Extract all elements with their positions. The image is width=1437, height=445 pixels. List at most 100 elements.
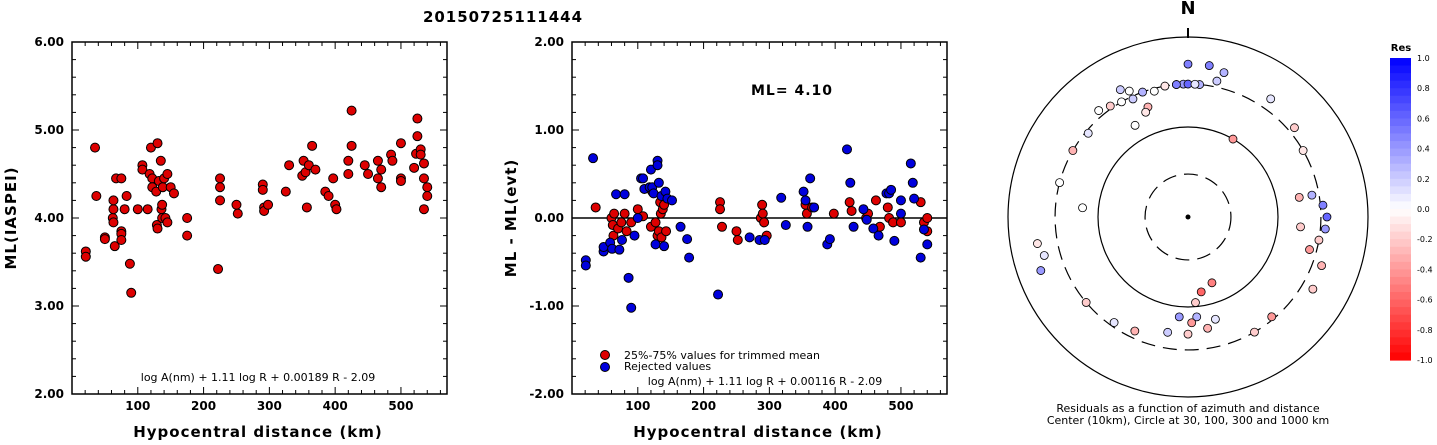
data-point <box>805 173 816 184</box>
data-point <box>213 264 224 275</box>
ring-30km <box>1144 173 1232 261</box>
x-tick-label: 300 <box>257 399 282 413</box>
colorbar-segment <box>1390 201 1411 210</box>
colorbar-segment <box>1390 276 1411 286</box>
data-point <box>617 235 627 245</box>
station-point <box>1160 81 1170 91</box>
data-point <box>80 251 91 262</box>
data-point <box>844 197 855 208</box>
colorbar-segment <box>1390 352 1411 361</box>
data-point <box>395 176 406 187</box>
x-tick-label: 500 <box>388 399 413 413</box>
data-point <box>907 177 918 188</box>
data-point <box>395 138 406 149</box>
y-tick-labels-2: -2.00 -1.00 0.00 1.00 2.00 <box>529 35 564 401</box>
data-point <box>905 158 916 169</box>
colorbar-segment <box>1390 141 1411 150</box>
data-point <box>372 155 383 166</box>
data-point <box>119 204 130 215</box>
colorbar-segment <box>1390 216 1411 225</box>
x-tick-label: 100 <box>625 399 650 413</box>
north-label: N <box>1180 0 1195 19</box>
data-point <box>611 189 622 200</box>
data-point <box>152 138 163 149</box>
station-point <box>1115 85 1125 95</box>
data-point <box>162 169 173 179</box>
data-point <box>659 241 670 252</box>
station-point <box>1172 80 1181 89</box>
legend-marker-trimmed <box>600 350 610 360</box>
data-point <box>412 131 423 142</box>
x-tick-label: 200 <box>191 399 216 413</box>
station-point <box>1305 245 1314 254</box>
colorbar-tick-label: -0.2 <box>1417 235 1433 244</box>
colorbar-segment <box>1390 231 1411 240</box>
colorbar-title: Res <box>1391 43 1411 54</box>
data-point <box>895 208 906 219</box>
data-point <box>331 204 342 215</box>
y-tick-labels-1: 2.00 3.00 4.00 5.00 6.00 <box>34 35 64 401</box>
station-point <box>1055 178 1064 187</box>
legend-label-rejected: Rejected values <box>624 360 711 373</box>
data-point <box>215 195 226 206</box>
data-point <box>257 184 268 195</box>
colorbar-segment <box>1390 269 1411 278</box>
station-point <box>1317 261 1327 271</box>
data-point <box>623 272 634 283</box>
colorbar-segment <box>1390 156 1411 165</box>
data-point <box>328 173 339 184</box>
colorbar-tick-label: -0.4 <box>1417 265 1433 274</box>
data-point <box>415 149 426 160</box>
data-point <box>152 223 163 234</box>
data-point <box>868 223 879 234</box>
ml-value-annotation: ML= 4.10 <box>751 83 833 99</box>
data-point <box>418 204 429 215</box>
station-point <box>1294 192 1304 202</box>
station-point <box>1290 123 1299 133</box>
station-point <box>1212 76 1222 86</box>
data-point <box>759 235 770 245</box>
y-tick-label: 1.00 <box>534 123 564 137</box>
station-point <box>1105 101 1115 111</box>
station-point <box>1228 134 1238 144</box>
data-point <box>629 230 640 241</box>
colorbar-segment <box>1390 329 1411 338</box>
colorbar-segment <box>1390 58 1411 67</box>
data-point <box>757 199 768 210</box>
y-tick-label: 4.00 <box>34 211 64 225</box>
data-point <box>895 195 906 206</box>
data-point <box>142 204 153 215</box>
data-point <box>653 177 664 188</box>
data-point <box>614 244 625 255</box>
data-point <box>842 144 852 155</box>
y-axis-label-1: ML(IASPEI) <box>2 166 20 269</box>
data-point <box>376 182 387 193</box>
colorbar-tick-label: -0.6 <box>1417 296 1433 305</box>
colorbar-tick-labels: 1.0 0.8 0.6 0.4 0.2 0.0 -0.2 -0.4 -0.6 -0.8 -1.0 <box>1417 54 1433 365</box>
data-point <box>215 173 226 184</box>
station-point <box>1109 318 1119 327</box>
colorbar-segment <box>1390 224 1411 233</box>
data-point <box>116 173 127 184</box>
data-point <box>828 208 839 219</box>
station-point <box>1296 222 1305 232</box>
data-point <box>168 188 179 199</box>
x-tick-label: 300 <box>757 399 782 413</box>
data-point <box>800 195 811 206</box>
station-points <box>1033 59 1332 339</box>
x-axis-label-2: Hypocentral distance (km) <box>633 423 883 441</box>
data-point <box>182 213 193 223</box>
colorbar-segment <box>1390 239 1411 248</box>
data-point <box>126 287 137 298</box>
colorbar-segment <box>1390 344 1411 354</box>
data-point <box>412 113 423 124</box>
data-point <box>155 155 166 166</box>
station-point <box>1128 94 1138 104</box>
data-point <box>809 202 820 213</box>
data-point <box>215 182 226 193</box>
y-tick-label: -1.00 <box>529 299 564 313</box>
distance-rings <box>1007 36 1369 398</box>
colorbar-tick-label: 0.4 <box>1417 145 1430 154</box>
station-point <box>1266 94 1276 104</box>
